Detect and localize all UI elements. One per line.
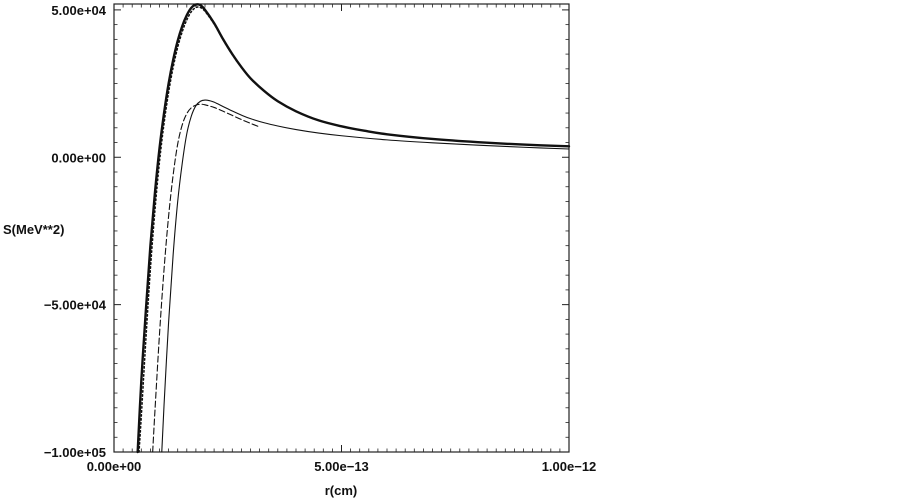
- plot-frame: [113, 3, 570, 453]
- series-group: [136, 3, 571, 454]
- y-axis-label: S(MeV**2): [3, 222, 64, 237]
- x-axis-label: r(cm): [325, 483, 358, 498]
- tick-labels: 0.00e+00 5.00e−13 1.00e−12 5.00e+04 0.00e+00…: [44, 3, 596, 474]
- x-tick-label: 0.00e+00: [87, 459, 142, 474]
- series-line-thin-solid: [161, 99, 570, 453]
- y-tick-label: 5.00e+04: [51, 3, 106, 18]
- series-line-dotted: [138, 6, 252, 453]
- axis-ticks: [113, 4, 570, 453]
- series-line-dashed: [152, 103, 261, 453]
- series-line-thick-solid: [136, 3, 571, 454]
- y-tick-label: −5.00e+04: [44, 298, 107, 313]
- y-tick-label: 0.00e+00: [51, 150, 106, 165]
- x-tick-label: 1.00e−12: [542, 459, 597, 474]
- y-tick-label: −1.00e+05: [44, 445, 106, 460]
- x-tick-label: 5.00e−13: [314, 459, 369, 474]
